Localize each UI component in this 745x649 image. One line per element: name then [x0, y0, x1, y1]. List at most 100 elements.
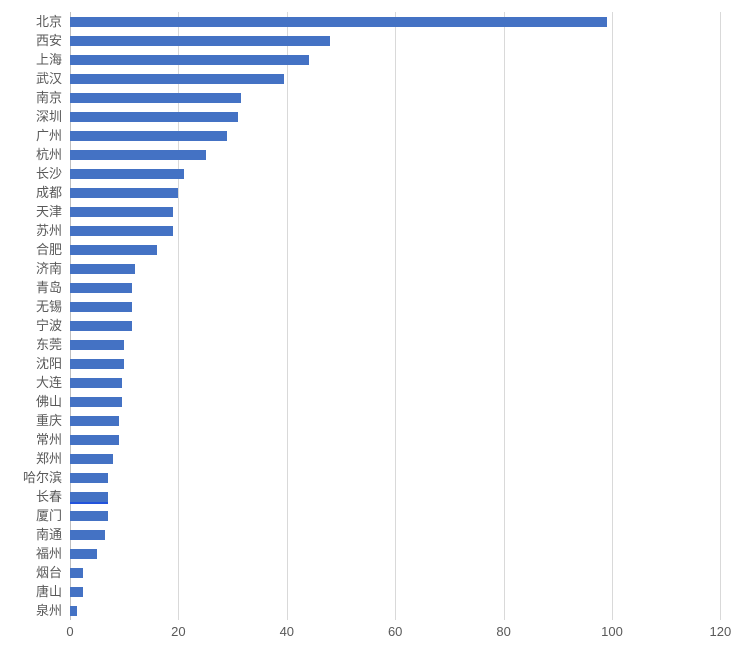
bar — [70, 586, 83, 597]
x-axis: 0 20 40 60 80 100 120 — [0, 624, 745, 644]
y-axis-label: 南京 — [35, 90, 62, 105]
bar-row: 泉州 — [0, 601, 745, 620]
bar-row: 常州 — [0, 430, 745, 449]
y-axis-label: 武汉 — [35, 71, 62, 86]
bar-row: 苏州 — [0, 221, 745, 240]
bar-row: 大连 — [0, 373, 745, 392]
bar — [70, 263, 135, 274]
gridline-x-40 — [286, 12, 288, 620]
bar — [70, 396, 122, 407]
bar — [70, 35, 331, 46]
bar — [70, 16, 607, 27]
bar-row: 天津 — [0, 202, 745, 221]
y-axis-label: 厦门 — [35, 508, 62, 523]
bar — [70, 548, 98, 559]
x-axis-tick-label: 100 — [601, 624, 623, 639]
bar — [70, 339, 125, 350]
bar — [70, 225, 173, 236]
bar — [70, 529, 106, 540]
bar — [70, 130, 228, 141]
y-axis-label: 唐山 — [35, 584, 62, 599]
bar — [70, 206, 173, 217]
bar-row: 合肥 — [0, 240, 745, 259]
bar — [70, 358, 125, 369]
bar-row: 南通 — [0, 525, 745, 544]
bar-row: 宁波 — [0, 316, 745, 335]
y-axis-label: 福州 — [35, 546, 62, 561]
bar-row: 东莞 — [0, 335, 745, 354]
y-axis-label: 宁波 — [35, 318, 62, 333]
y-axis-label: 重庆 — [35, 413, 62, 428]
bar — [70, 472, 108, 483]
y-axis-label: 南通 — [35, 527, 62, 542]
bar-row: 青岛 — [0, 278, 745, 297]
gridline-x-20 — [178, 12, 180, 620]
y-axis-label: 哈尔滨 — [22, 470, 62, 485]
y-axis-label: 长春 — [35, 489, 62, 504]
bars-layer: 北京西安上海武汉南京深圳广州杭州长沙成都天津苏州合肥济南青岛无锡宁波东莞沈阳大连… — [0, 12, 745, 620]
bar-row: 杭州 — [0, 145, 745, 164]
bar-row: 长春 — [0, 487, 745, 506]
bar-row: 厦门 — [0, 506, 745, 525]
bar-row: 重庆 — [0, 411, 745, 430]
x-axis-tick-label: 120 — [709, 624, 732, 639]
bar-row: 唐山 — [0, 582, 745, 601]
y-axis-label: 沈阳 — [35, 356, 62, 371]
y-axis-label: 西安 — [35, 33, 62, 48]
x-axis-tick-label: 40 — [279, 624, 295, 639]
y-axis-label: 无锡 — [35, 299, 62, 314]
bar — [70, 605, 77, 616]
bar-row: 郑州 — [0, 449, 745, 468]
bar — [70, 434, 119, 445]
x-axis-tick-label: 0 — [66, 624, 74, 639]
bar-highlight-underline — [70, 501, 108, 504]
bar-row: 佛山 — [0, 392, 745, 411]
bar-row: 西安 — [0, 31, 745, 50]
y-axis-label: 上海 — [35, 52, 62, 67]
bar-row: 成都 — [0, 183, 745, 202]
y-axis-label: 合肥 — [35, 242, 62, 257]
bar-row: 南京 — [0, 88, 745, 107]
x-axis-tick-label: 60 — [387, 624, 403, 639]
bar-row: 济南 — [0, 259, 745, 278]
bar — [70, 282, 133, 293]
bar-row: 广州 — [0, 126, 745, 145]
x-axis-tick-label: 20 — [171, 624, 186, 639]
y-axis-label: 深圳 — [35, 109, 62, 124]
bar-row: 无锡 — [0, 297, 745, 316]
bar — [70, 320, 133, 331]
bar — [70, 92, 241, 103]
y-axis-label: 青岛 — [35, 280, 62, 295]
bar — [70, 149, 206, 160]
bar-row: 北京 — [0, 12, 745, 31]
y-axis-label: 大连 — [35, 375, 62, 390]
bar — [70, 244, 157, 255]
bar-row: 福州 — [0, 544, 745, 563]
y-axis-line — [70, 12, 71, 620]
plot-area: 北京西安上海武汉南京深圳广州杭州长沙成都天津苏州合肥济南青岛无锡宁波东莞沈阳大连… — [0, 12, 745, 620]
y-axis-label: 东莞 — [35, 337, 62, 352]
bar-row: 武汉 — [0, 69, 745, 88]
bar — [70, 187, 179, 198]
y-axis-label: 泉州 — [35, 603, 62, 618]
y-axis-label: 北京 — [35, 14, 62, 29]
gridline-x-80 — [503, 12, 505, 620]
y-axis-label: 济南 — [35, 261, 62, 276]
bar-row: 长沙 — [0, 164, 745, 183]
y-axis-label: 长沙 — [35, 166, 62, 181]
y-axis-label: 广州 — [35, 128, 62, 143]
bar — [70, 168, 184, 179]
bar — [70, 377, 122, 388]
y-axis-label: 烟台 — [35, 565, 62, 580]
y-axis-label: 天津 — [35, 204, 62, 219]
bar-row: 深圳 — [0, 107, 745, 126]
gridline-x-120 — [720, 12, 722, 620]
bar — [70, 301, 133, 312]
gridline-x-100 — [612, 12, 613, 620]
y-axis-label: 成都 — [35, 185, 62, 200]
bar — [70, 415, 119, 426]
bar — [70, 111, 238, 122]
bar-row: 沈阳 — [0, 354, 745, 373]
bar — [70, 567, 83, 578]
